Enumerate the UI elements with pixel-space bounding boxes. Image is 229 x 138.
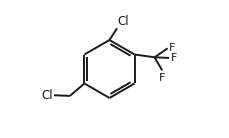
Text: F: F — [169, 43, 175, 53]
Text: Cl: Cl — [41, 89, 53, 102]
Text: Cl: Cl — [117, 15, 129, 28]
Text: F: F — [158, 73, 165, 83]
Text: F: F — [170, 53, 176, 63]
